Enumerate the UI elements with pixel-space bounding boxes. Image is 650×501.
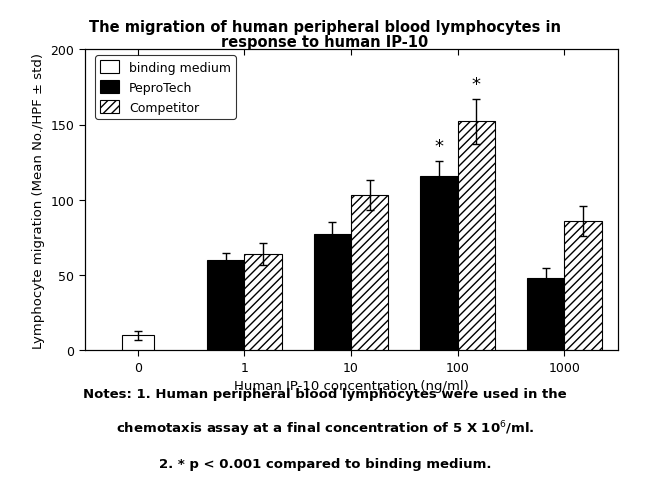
Text: *: * <box>434 137 443 155</box>
Text: Notes: 1. Human peripheral blood lymphocytes were used in the: Notes: 1. Human peripheral blood lymphoc… <box>83 387 567 400</box>
Text: chemotaxis assay at a final concentration of 5 X 10$^6$/ml.: chemotaxis assay at a final concentratio… <box>116 418 534 438</box>
Bar <box>314 235 351 351</box>
Bar <box>207 261 244 351</box>
Bar <box>458 122 495 351</box>
Bar <box>244 255 281 351</box>
Text: 2. * p < 0.001 compared to binding medium.: 2. * p < 0.001 compared to binding mediu… <box>159 457 491 470</box>
Bar <box>421 176 458 351</box>
Bar <box>527 279 564 351</box>
Y-axis label: Lymphocyte migration (Mean No./HPF ± std): Lymphocyte migration (Mean No./HPF ± std… <box>32 53 45 348</box>
Text: *: * <box>472 76 481 94</box>
Text: The migration of human peripheral blood lymphocytes in: The migration of human peripheral blood … <box>89 20 561 35</box>
Bar <box>351 196 388 351</box>
Bar <box>564 221 601 351</box>
Bar <box>122 336 153 351</box>
X-axis label: Human IP-10 concentration (ng/ml): Human IP-10 concentration (ng/ml) <box>233 380 469 393</box>
Text: response to human IP-10: response to human IP-10 <box>222 35 428 50</box>
Legend: binding medium, PeproTech, Competitor: binding medium, PeproTech, Competitor <box>95 56 236 119</box>
